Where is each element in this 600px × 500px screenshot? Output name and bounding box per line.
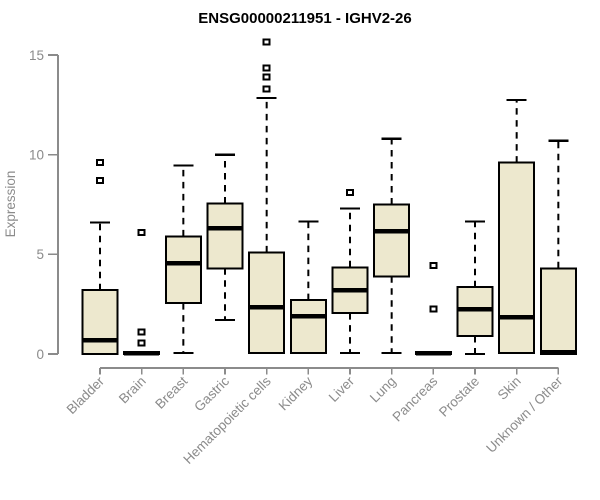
outlier-point (346, 189, 355, 197)
boxplot-skin (498, 98, 536, 355)
outlier-point (262, 85, 271, 93)
iqr-box (539, 267, 577, 355)
boxplot-unknown-other (539, 139, 577, 355)
boxplot-pancreas (414, 261, 452, 356)
boxplot-bladder (81, 159, 119, 355)
x-category-label: Lung (367, 374, 399, 406)
y-tick-label: 5 (36, 247, 44, 262)
iqr-box (248, 251, 286, 355)
boxplot-brain (123, 228, 161, 356)
outlier-point (262, 64, 271, 72)
boxplot-prostate (456, 220, 494, 356)
boxplot-hematopoietic-cells (248, 38, 286, 355)
x-category-label: Prostate (436, 374, 482, 420)
x-category-label: Liver (326, 373, 358, 405)
outlier-point (262, 38, 271, 46)
x-category-label: Breast (152, 373, 190, 411)
outlier-point (137, 339, 146, 347)
outlier-point (429, 305, 438, 313)
boxplot-kidney (289, 220, 327, 355)
y-tick-label: 10 (29, 147, 44, 162)
y-tick-label: 0 (36, 347, 44, 362)
boxplot-lung (373, 137, 411, 355)
boxplot-liver (331, 189, 369, 355)
outlier-point (137, 228, 146, 236)
outlier-point (96, 177, 104, 185)
x-category-label: Bladder (64, 373, 108, 417)
x-category-label: Gastric (191, 373, 232, 414)
boxplot-breast (164, 164, 202, 355)
iqr-box (456, 286, 494, 338)
iqr-box (289, 299, 327, 355)
y-axis-title: Expression (3, 171, 18, 238)
iqr-box (164, 235, 202, 305)
iqr-box (498, 161, 536, 355)
iqr-box (206, 202, 244, 270)
x-category-label: Skin (495, 374, 524, 403)
outlier-point (137, 328, 146, 336)
iqr-box (373, 203, 411, 278)
x-category-label: Unknown / Other (483, 373, 566, 456)
boxplot-gastric (206, 153, 244, 322)
x-category-label: Kidney (276, 373, 316, 413)
outlier-point (96, 159, 104, 167)
y-tick-label: 15 (29, 48, 44, 63)
chart-title: ENSG00000211951 - IGHV2-26 (198, 10, 411, 27)
x-category-label: Brain (116, 374, 149, 407)
iqr-box (81, 289, 119, 355)
x-category-label: Pancreas (390, 373, 441, 424)
outlier-point (429, 261, 438, 269)
outlier-point (262, 73, 271, 81)
